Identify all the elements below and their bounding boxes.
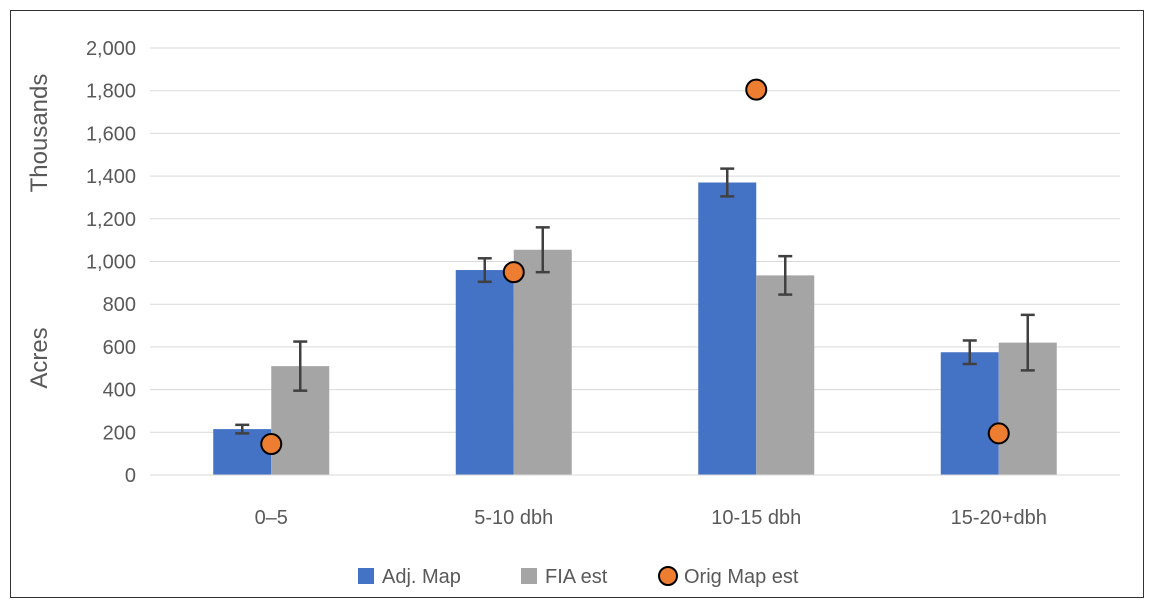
legend-label: Adj. Map (382, 566, 461, 588)
legend-swatch (521, 568, 537, 584)
bar-adj-map (940, 352, 999, 475)
legend-swatch (658, 566, 678, 586)
legend-label: Orig Map est (684, 566, 799, 588)
error-bar (477, 257, 492, 284)
markers (260, 78, 1010, 456)
y-tick-label: 1,800 (86, 81, 136, 103)
x-tick-label: 15-20+dbh (951, 507, 1047, 529)
marker-orig-map-est (745, 78, 768, 101)
x-tick-label: 5-10 dbh (474, 507, 553, 529)
legend-label: FIA est (545, 566, 608, 588)
y-tick-label: 1,000 (86, 252, 136, 274)
error-bar (535, 226, 550, 274)
y-tick-label: 800 (103, 294, 136, 316)
y-tick-label: 2,000 (86, 38, 136, 60)
bar-adj-map (455, 270, 514, 475)
error-bar (720, 167, 735, 198)
error-bar (235, 423, 250, 435)
y-tick-label: 1,200 (86, 209, 136, 231)
y-tick-label: 1,600 (86, 123, 136, 145)
legend: Adj. Map FIA est Orig Map est (358, 566, 799, 588)
y-tick-label: 1,400 (86, 166, 136, 188)
y-tick-label: 0 (125, 465, 136, 487)
legend-swatch (358, 568, 374, 584)
marker-orig-map-est (260, 433, 283, 456)
legend-item: FIA est (521, 566, 608, 588)
x-axis-ticks: 0–5 5-10 dbh 10-15 dbh 15-20+dbh (255, 507, 1047, 529)
error-bar (1020, 313, 1035, 372)
x-tick-label: 10-15 dbh (711, 507, 801, 529)
bar-fia-est (513, 249, 572, 475)
marker-orig-map-est (502, 261, 525, 284)
error-bars (235, 167, 1035, 435)
error-bar (778, 254, 793, 296)
y-tick-label: 600 (103, 337, 136, 359)
legend-item: Orig Map est (658, 566, 799, 588)
error-bar (962, 339, 977, 366)
y-tick-label: 400 (103, 380, 136, 402)
bar-adj-map (698, 182, 757, 475)
y-axis-title-thousands: Thousands (26, 74, 53, 193)
x-tick-label: 0–5 (255, 507, 288, 529)
marker-orig-map-est (987, 422, 1010, 445)
bars (213, 182, 1057, 475)
bar-adj-map (213, 429, 272, 475)
error-bar (293, 340, 308, 392)
bar-fia-est (756, 275, 815, 475)
y-axis-title-acres: Acres (26, 327, 53, 388)
legend-item: Adj. Map (358, 566, 461, 588)
y-axis-ticks: 0 200 400 600 800 1,000 1,200 1,400 1,600 1,800 2,… (86, 38, 136, 487)
y-tick-label: 200 (103, 422, 136, 444)
